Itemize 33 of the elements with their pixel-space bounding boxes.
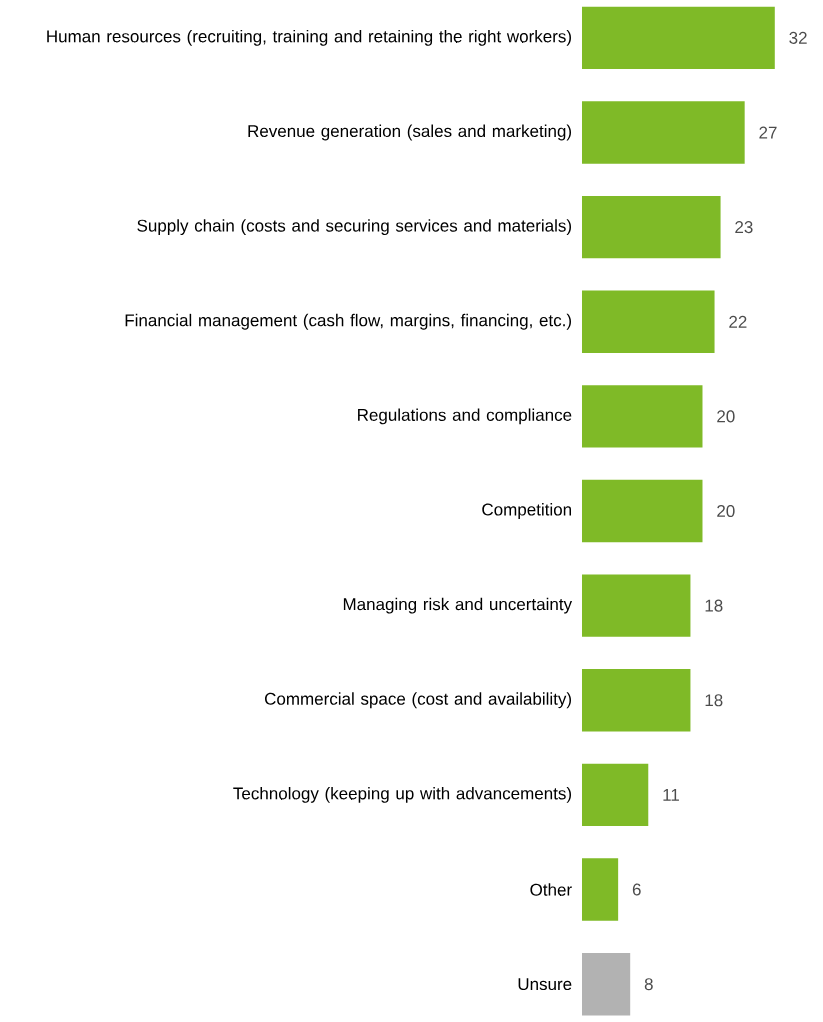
- bar: [582, 952, 631, 1016]
- bar: [582, 195, 721, 259]
- bar: [582, 385, 703, 448]
- bar: [582, 669, 691, 732]
- bar: [582, 6, 775, 70]
- bar: [582, 479, 703, 543]
- data-label: 23: [735, 221, 753, 234]
- data-label: 6: [632, 883, 641, 896]
- y-tick-label: Commercial space (cost and availability): [264, 692, 572, 709]
- bar: [582, 858, 619, 921]
- bar: [582, 763, 649, 827]
- data-label: 20: [717, 410, 735, 423]
- y-tick-label: Supply chain (costs and securing services and materials): [137, 219, 571, 236]
- y-tick-label: Technology (keeping up with advancements): [233, 786, 572, 803]
- data-label: 18: [705, 694, 723, 707]
- bar: [582, 574, 691, 637]
- data-label: 11: [663, 789, 679, 801]
- bar: [582, 290, 715, 353]
- y-tick-label: Financial management (cash flow, margins, financing, etc.): [125, 313, 572, 330]
- y-tick-label: Human resources (recruiting, training and retaining the right workers): [47, 29, 571, 46]
- y-tick-label: Managing risk and uncertainty: [343, 597, 573, 614]
- y-tick-label: Revenue generation (sales and marketing): [248, 124, 572, 141]
- bar: [582, 101, 745, 164]
- data-label: 22: [729, 315, 747, 328]
- y-tick-label: Competition: [482, 503, 571, 519]
- data-label: 27: [759, 126, 777, 139]
- y-tick-label: Other: [530, 883, 572, 896]
- y-tick-label: Unsure: [518, 978, 572, 991]
- data-label: 18: [705, 599, 723, 612]
- y-tick-label: Regulations and compliance: [358, 408, 572, 425]
- data-label: 20: [717, 504, 735, 518]
- data-label: 32: [789, 31, 807, 44]
- data-label: 8: [644, 978, 653, 991]
